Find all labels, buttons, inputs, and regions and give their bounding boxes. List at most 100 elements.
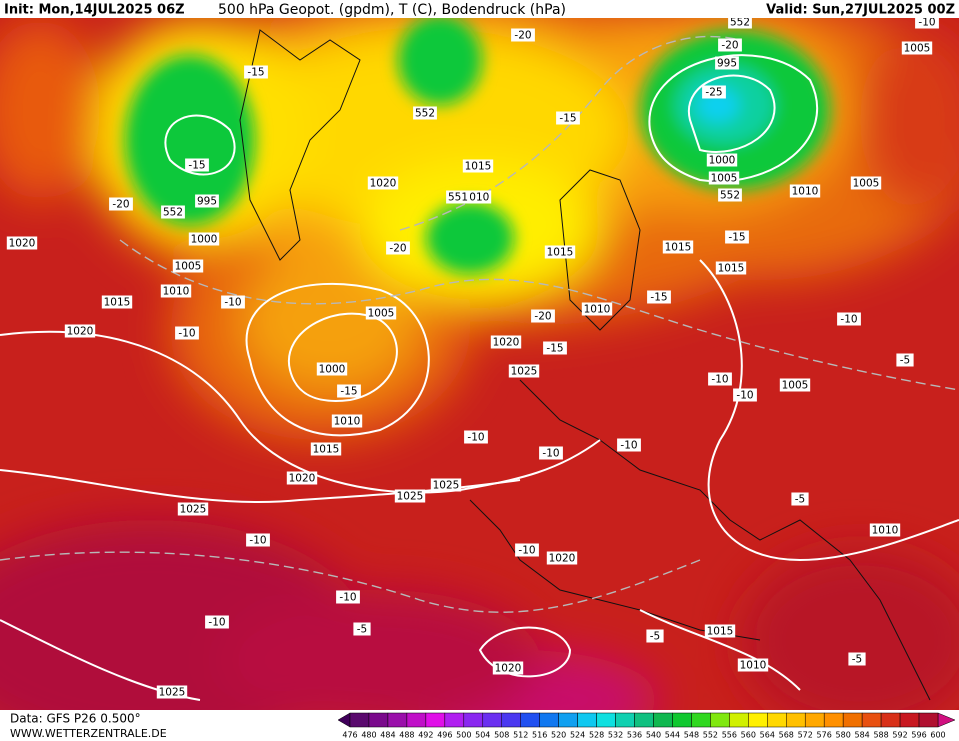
contour-label: -10 — [467, 432, 484, 444]
label-box — [511, 28, 535, 42]
label-box — [394, 489, 426, 503]
colorbar-swatch — [501, 712, 521, 728]
contour-label: -10 — [736, 390, 753, 402]
contour-label: 1010 — [872, 525, 899, 537]
label-box — [848, 652, 866, 666]
label-box — [715, 56, 739, 70]
contour-label: 995 — [197, 196, 217, 208]
contour-label: 1020 — [493, 337, 520, 349]
colorbar-label: 488 — [399, 731, 414, 740]
label-box — [647, 290, 671, 304]
contour-label: -10 — [620, 440, 637, 452]
colorbar-label: 572 — [798, 731, 813, 740]
label-box — [543, 341, 567, 355]
label-box — [617, 438, 641, 452]
contour-label: -10 — [178, 328, 195, 340]
label-box — [177, 502, 209, 516]
colorbar-swatch — [425, 712, 446, 728]
contour-label: 552 — [415, 108, 435, 120]
contour-label: 1025 — [433, 480, 460, 492]
contour-label: -10 — [840, 314, 857, 326]
contour-label: 552 — [163, 207, 183, 219]
contour-label: 1010 — [792, 186, 819, 198]
init-time: Init: Mon,14JUL2025 06Z — [4, 3, 185, 18]
colorbar-label: 536 — [627, 731, 642, 740]
colorbar-swatch — [918, 712, 939, 728]
label-box — [490, 335, 522, 349]
contour-label: 1025 — [180, 504, 207, 516]
label-box — [704, 624, 736, 638]
contour-label: -15 — [559, 113, 576, 125]
contour-label: 1025 — [397, 491, 424, 503]
colorbar-swatch — [406, 712, 427, 728]
label-box — [662, 240, 694, 254]
contour-label: 1010 — [163, 286, 190, 298]
colorbar-swatch — [368, 712, 389, 728]
colorbar-swatch — [767, 712, 787, 728]
contour-label: 1025 — [511, 366, 538, 378]
contour-label: 1000 — [709, 155, 736, 167]
label-box — [901, 41, 933, 55]
colorbar-swatch — [729, 712, 749, 728]
contour-label: 1000 — [191, 234, 218, 246]
contour-label: 1015 — [718, 263, 745, 275]
contour-label: 552 — [720, 190, 740, 202]
colorbar-swatch — [842, 712, 863, 728]
contour-label: -20 — [534, 311, 551, 323]
colorbar-label: 528 — [589, 731, 604, 740]
colorbar-label: 600 — [930, 731, 945, 740]
colorbar-swatch — [596, 712, 616, 728]
label-box — [316, 362, 348, 376]
colorbar-label: 532 — [608, 731, 623, 740]
colorbar-swatch — [634, 712, 654, 728]
label-box — [531, 309, 555, 323]
contour-label: 552 — [730, 17, 750, 29]
colorbar-label: 476 — [342, 731, 357, 740]
colorbar-swatch — [615, 712, 635, 728]
contour-label: 1020 — [289, 473, 316, 485]
label-box — [708, 372, 732, 386]
colorbar-label: 564 — [760, 731, 775, 740]
contour-label: -5 — [852, 654, 862, 666]
contour-label: -20 — [112, 199, 129, 211]
label-box — [464, 430, 488, 444]
contour-label: 1005 — [904, 43, 931, 55]
colorbar-label: 588 — [873, 731, 888, 740]
label-box — [64, 324, 96, 338]
colorbar-swatch — [539, 712, 559, 728]
contour-label: -10 — [918, 17, 935, 29]
label-box — [646, 629, 664, 643]
contour-label: -10 — [518, 545, 535, 557]
label-box — [718, 38, 742, 52]
contour-label: 1005 — [853, 178, 880, 190]
colorbar-swatch — [823, 712, 844, 728]
label-box — [708, 171, 740, 185]
label-box — [706, 153, 738, 167]
colorbar-swatch — [387, 712, 408, 728]
contour-label: 1005 — [711, 173, 738, 185]
label-box — [367, 176, 399, 190]
label-box — [837, 312, 861, 326]
label-box — [286, 471, 318, 485]
label-box — [581, 302, 613, 316]
contour-label: 1020 — [67, 326, 94, 338]
contour-label: 1015 — [547, 247, 574, 259]
colorbar-label: 544 — [665, 731, 680, 740]
map-title: 500 hPa Geopot. (gpdm), T (C), Bodendruc… — [218, 2, 566, 18]
colorbar-label: 580 — [836, 731, 851, 740]
colorbar-swatch — [672, 712, 692, 728]
contour-label: -15 — [247, 67, 264, 79]
contour-label: -10 — [249, 535, 266, 547]
contour-label: 1020 — [9, 238, 36, 250]
label-box — [556, 111, 580, 125]
colorbar-label: 560 — [741, 731, 756, 740]
label-box — [896, 353, 914, 367]
contour-label: -10 — [224, 297, 241, 309]
colorbar-label: 484 — [380, 731, 395, 740]
site-name: WWW.WETTERZENTRALE.DE — [10, 727, 167, 740]
label-box — [109, 197, 133, 211]
colorbar-label: 520 — [551, 731, 566, 740]
colorbar-swatch — [861, 712, 882, 728]
contour-label: 1000 — [319, 364, 346, 376]
